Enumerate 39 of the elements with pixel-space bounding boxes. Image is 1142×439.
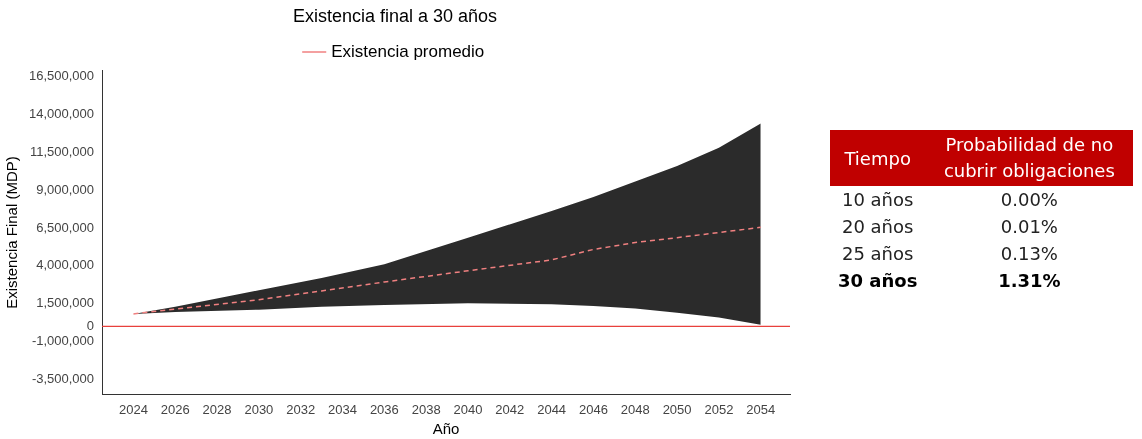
category-label: 20 años — [840, 215, 915, 239]
x-tick-label: 2052 — [704, 401, 734, 417]
y-tick-label: 4,000,000 — [36, 257, 95, 273]
y-tick-label: 14,000,000 — [28, 106, 95, 122]
x-tick-label: 2044 — [537, 401, 567, 417]
x-tick-label: 2048 — [620, 401, 650, 417]
chart-title: Existencia final a 30 años — [292, 5, 498, 26]
x-axis-title: Año — [432, 420, 460, 438]
y-tick-label: -1,000,000 — [31, 333, 95, 349]
y-tick-label: 1,500,000 — [36, 295, 95, 311]
text: 1.31% — [998, 270, 1061, 291]
text: 0.00% — [1000, 189, 1058, 210]
x-tick-label: 2028 — [202, 401, 232, 417]
x-tick-label: 2034 — [328, 401, 357, 417]
category-label: 30 años — [837, 269, 919, 293]
x-tick-label: 2046 — [578, 401, 608, 417]
x-tick-label: 2038 — [411, 401, 441, 417]
text: 0.13% — [1000, 243, 1058, 264]
y-tick-label: 9,000,000 — [36, 181, 95, 197]
y-tick-label: 16,500,000 — [28, 68, 95, 84]
x-tick-label: 2054 — [746, 401, 776, 417]
y-axis-title: Existencia Final (MDP) — [3, 156, 21, 309]
x-tick-label: 2030 — [244, 401, 274, 417]
x-tick-label: 2042 — [495, 401, 525, 417]
category-label: 10 años — [840, 188, 915, 212]
text: 0.01% — [1000, 216, 1058, 237]
x-tick-label: 2040 — [453, 401, 483, 417]
line-series — [132, 226, 762, 315]
x-tick-label: 2026 — [160, 401, 190, 417]
x-tick-label: 2024 — [118, 401, 148, 417]
y-tick-label: -3,500,000 — [31, 370, 95, 386]
x-tick-label: 2036 — [369, 401, 399, 417]
category-label: 25 años — [840, 242, 915, 266]
y-tick-label: 0 — [86, 317, 95, 333]
x-tick-label: 2032 — [286, 401, 316, 417]
legend-label: Existencia promedio — [331, 41, 485, 61]
x-tick-label: 2050 — [662, 401, 692, 417]
y-tick-label: 6,500,000 — [36, 219, 95, 235]
y-tick-label: 11,500,000 — [29, 143, 95, 159]
